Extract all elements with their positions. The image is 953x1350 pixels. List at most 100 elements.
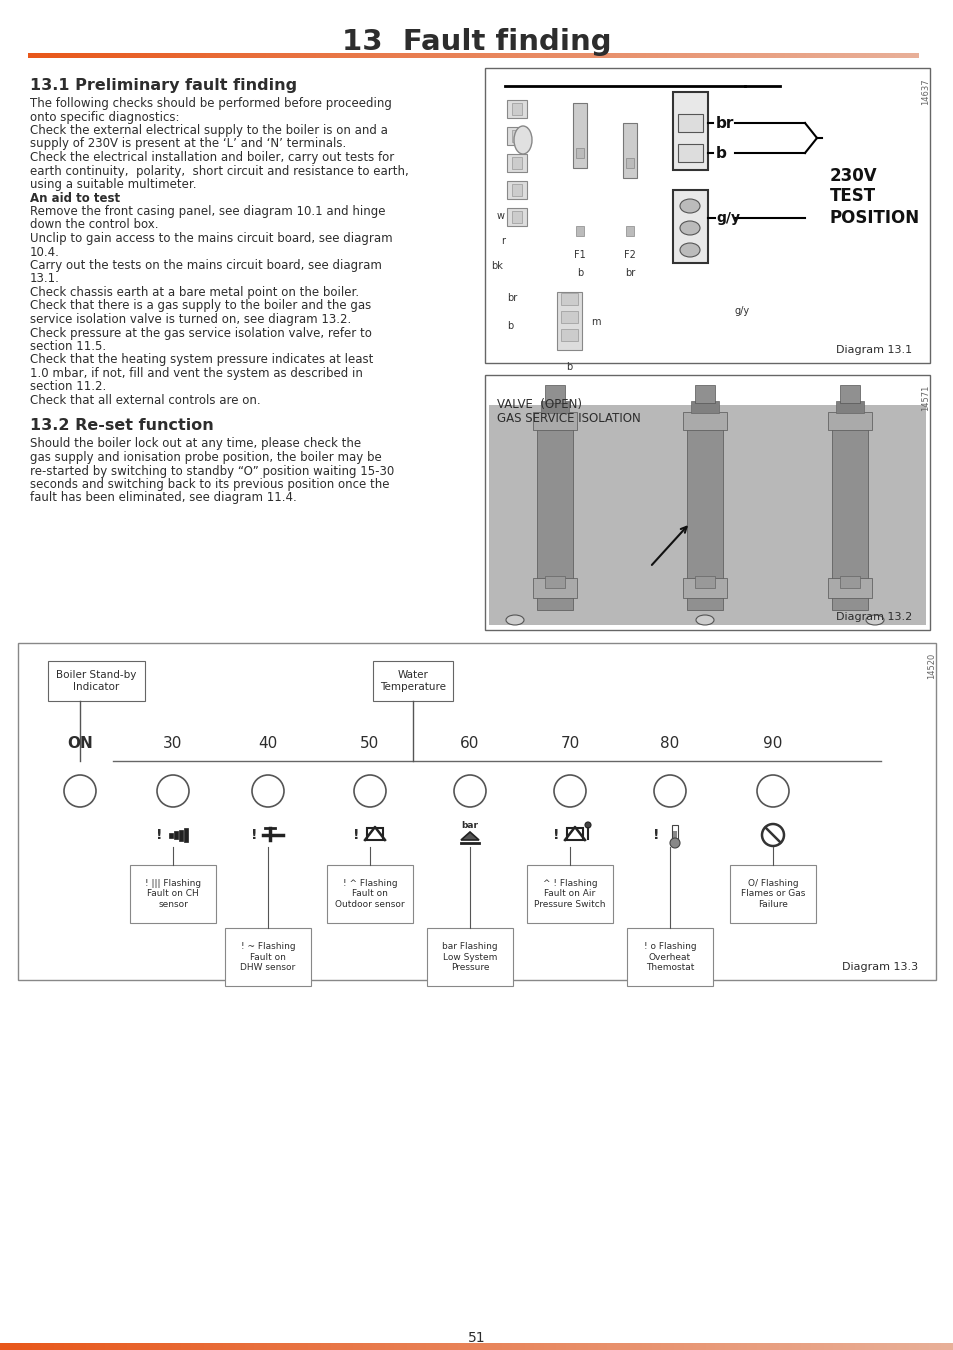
Bar bbox=[829, 1343, 832, 1350]
Text: Should the boiler lock out at any time, please check the: Should the boiler lock out at any time, … bbox=[30, 437, 361, 451]
Bar bbox=[531, 1343, 534, 1350]
Bar bbox=[729, 865, 815, 923]
Bar bbox=[467, 53, 470, 58]
Bar bbox=[414, 53, 416, 58]
Bar bbox=[353, 1343, 355, 1350]
Text: b: b bbox=[506, 321, 513, 331]
Bar bbox=[667, 1343, 670, 1350]
Bar bbox=[727, 1343, 731, 1350]
Bar bbox=[864, 53, 867, 58]
Bar bbox=[666, 53, 669, 58]
Bar bbox=[560, 329, 578, 342]
Bar bbox=[540, 1343, 543, 1350]
Text: 13.1 Preliminary fault finding: 13.1 Preliminary fault finding bbox=[30, 78, 296, 93]
Bar bbox=[372, 1343, 375, 1350]
Bar bbox=[586, 53, 589, 58]
Bar bbox=[813, 1343, 817, 1350]
Bar bbox=[226, 1343, 229, 1350]
Bar bbox=[559, 53, 562, 58]
Bar bbox=[517, 53, 520, 58]
Bar bbox=[598, 1343, 600, 1350]
Text: GAS SERVICE ISOLATION: GAS SERVICE ISOLATION bbox=[497, 412, 640, 425]
Bar bbox=[367, 828, 382, 840]
Text: Diagram 13.1: Diagram 13.1 bbox=[835, 346, 911, 355]
Bar bbox=[502, 1343, 505, 1350]
Circle shape bbox=[654, 775, 685, 807]
Bar bbox=[129, 53, 132, 58]
Bar bbox=[73, 1343, 76, 1350]
Bar bbox=[162, 1343, 165, 1350]
Circle shape bbox=[554, 775, 585, 807]
Bar bbox=[526, 865, 613, 923]
Bar bbox=[365, 1343, 369, 1350]
Bar bbox=[512, 130, 521, 142]
Bar bbox=[470, 1343, 474, 1350]
Bar bbox=[301, 53, 304, 58]
Bar bbox=[912, 53, 915, 58]
Bar bbox=[802, 53, 805, 58]
Bar bbox=[882, 53, 885, 58]
Bar bbox=[227, 53, 230, 58]
Bar bbox=[150, 53, 152, 58]
Bar bbox=[560, 310, 578, 323]
Text: bk: bk bbox=[491, 261, 502, 271]
Ellipse shape bbox=[505, 616, 523, 625]
Text: 230V: 230V bbox=[829, 167, 877, 185]
Bar bbox=[950, 1343, 953, 1350]
Bar bbox=[562, 1343, 565, 1350]
Bar bbox=[270, 1343, 274, 1350]
Bar bbox=[253, 53, 256, 58]
Bar bbox=[506, 181, 526, 198]
Bar bbox=[867, 53, 871, 58]
Text: 51: 51 bbox=[468, 1331, 485, 1345]
Bar bbox=[193, 1343, 197, 1350]
Bar bbox=[387, 53, 390, 58]
Bar bbox=[645, 53, 648, 58]
Bar bbox=[334, 53, 336, 58]
Bar bbox=[508, 1343, 512, 1350]
Bar bbox=[718, 1343, 721, 1350]
Bar bbox=[637, 53, 639, 58]
Bar bbox=[659, 53, 663, 58]
Bar bbox=[479, 1343, 483, 1350]
Bar bbox=[460, 1343, 464, 1350]
Bar bbox=[682, 412, 726, 431]
Bar bbox=[924, 1343, 927, 1350]
Bar bbox=[426, 53, 429, 58]
Bar bbox=[515, 53, 517, 58]
Bar bbox=[850, 53, 853, 58]
Bar bbox=[259, 53, 262, 58]
Bar bbox=[408, 53, 411, 58]
Bar bbox=[144, 53, 147, 58]
Bar bbox=[763, 53, 767, 58]
Bar bbox=[384, 1343, 388, 1350]
Bar bbox=[847, 53, 850, 58]
Bar bbox=[458, 53, 461, 58]
Bar bbox=[912, 1343, 915, 1350]
Bar bbox=[724, 1343, 727, 1350]
Bar bbox=[843, 53, 847, 58]
Text: re-started by switching to standby “O” position waiting 15-30: re-started by switching to standby “O” p… bbox=[30, 464, 394, 478]
Bar bbox=[169, 833, 172, 837]
Bar bbox=[262, 53, 265, 58]
Bar bbox=[375, 1343, 378, 1350]
Bar bbox=[651, 53, 654, 58]
Bar bbox=[829, 53, 832, 58]
Bar bbox=[369, 53, 373, 58]
Bar bbox=[19, 1343, 22, 1350]
Bar bbox=[126, 53, 129, 58]
Bar bbox=[372, 53, 375, 58]
Bar bbox=[235, 1343, 238, 1350]
Bar bbox=[807, 1343, 810, 1350]
Text: !: ! bbox=[155, 828, 162, 842]
Bar bbox=[75, 53, 78, 58]
Bar bbox=[941, 1343, 943, 1350]
Bar bbox=[559, 1343, 562, 1350]
Text: g/y: g/y bbox=[716, 211, 740, 225]
Text: O/ Flashing
Flames or Gas
Failure: O/ Flashing Flames or Gas Failure bbox=[740, 879, 804, 909]
Bar bbox=[836, 1343, 839, 1350]
Bar bbox=[781, 53, 784, 58]
Text: 1.0 mbar, if not, fill and vent the system as described in: 1.0 mbar, if not, fill and vent the syst… bbox=[30, 367, 362, 379]
Bar bbox=[388, 1343, 391, 1350]
Bar bbox=[827, 578, 871, 598]
